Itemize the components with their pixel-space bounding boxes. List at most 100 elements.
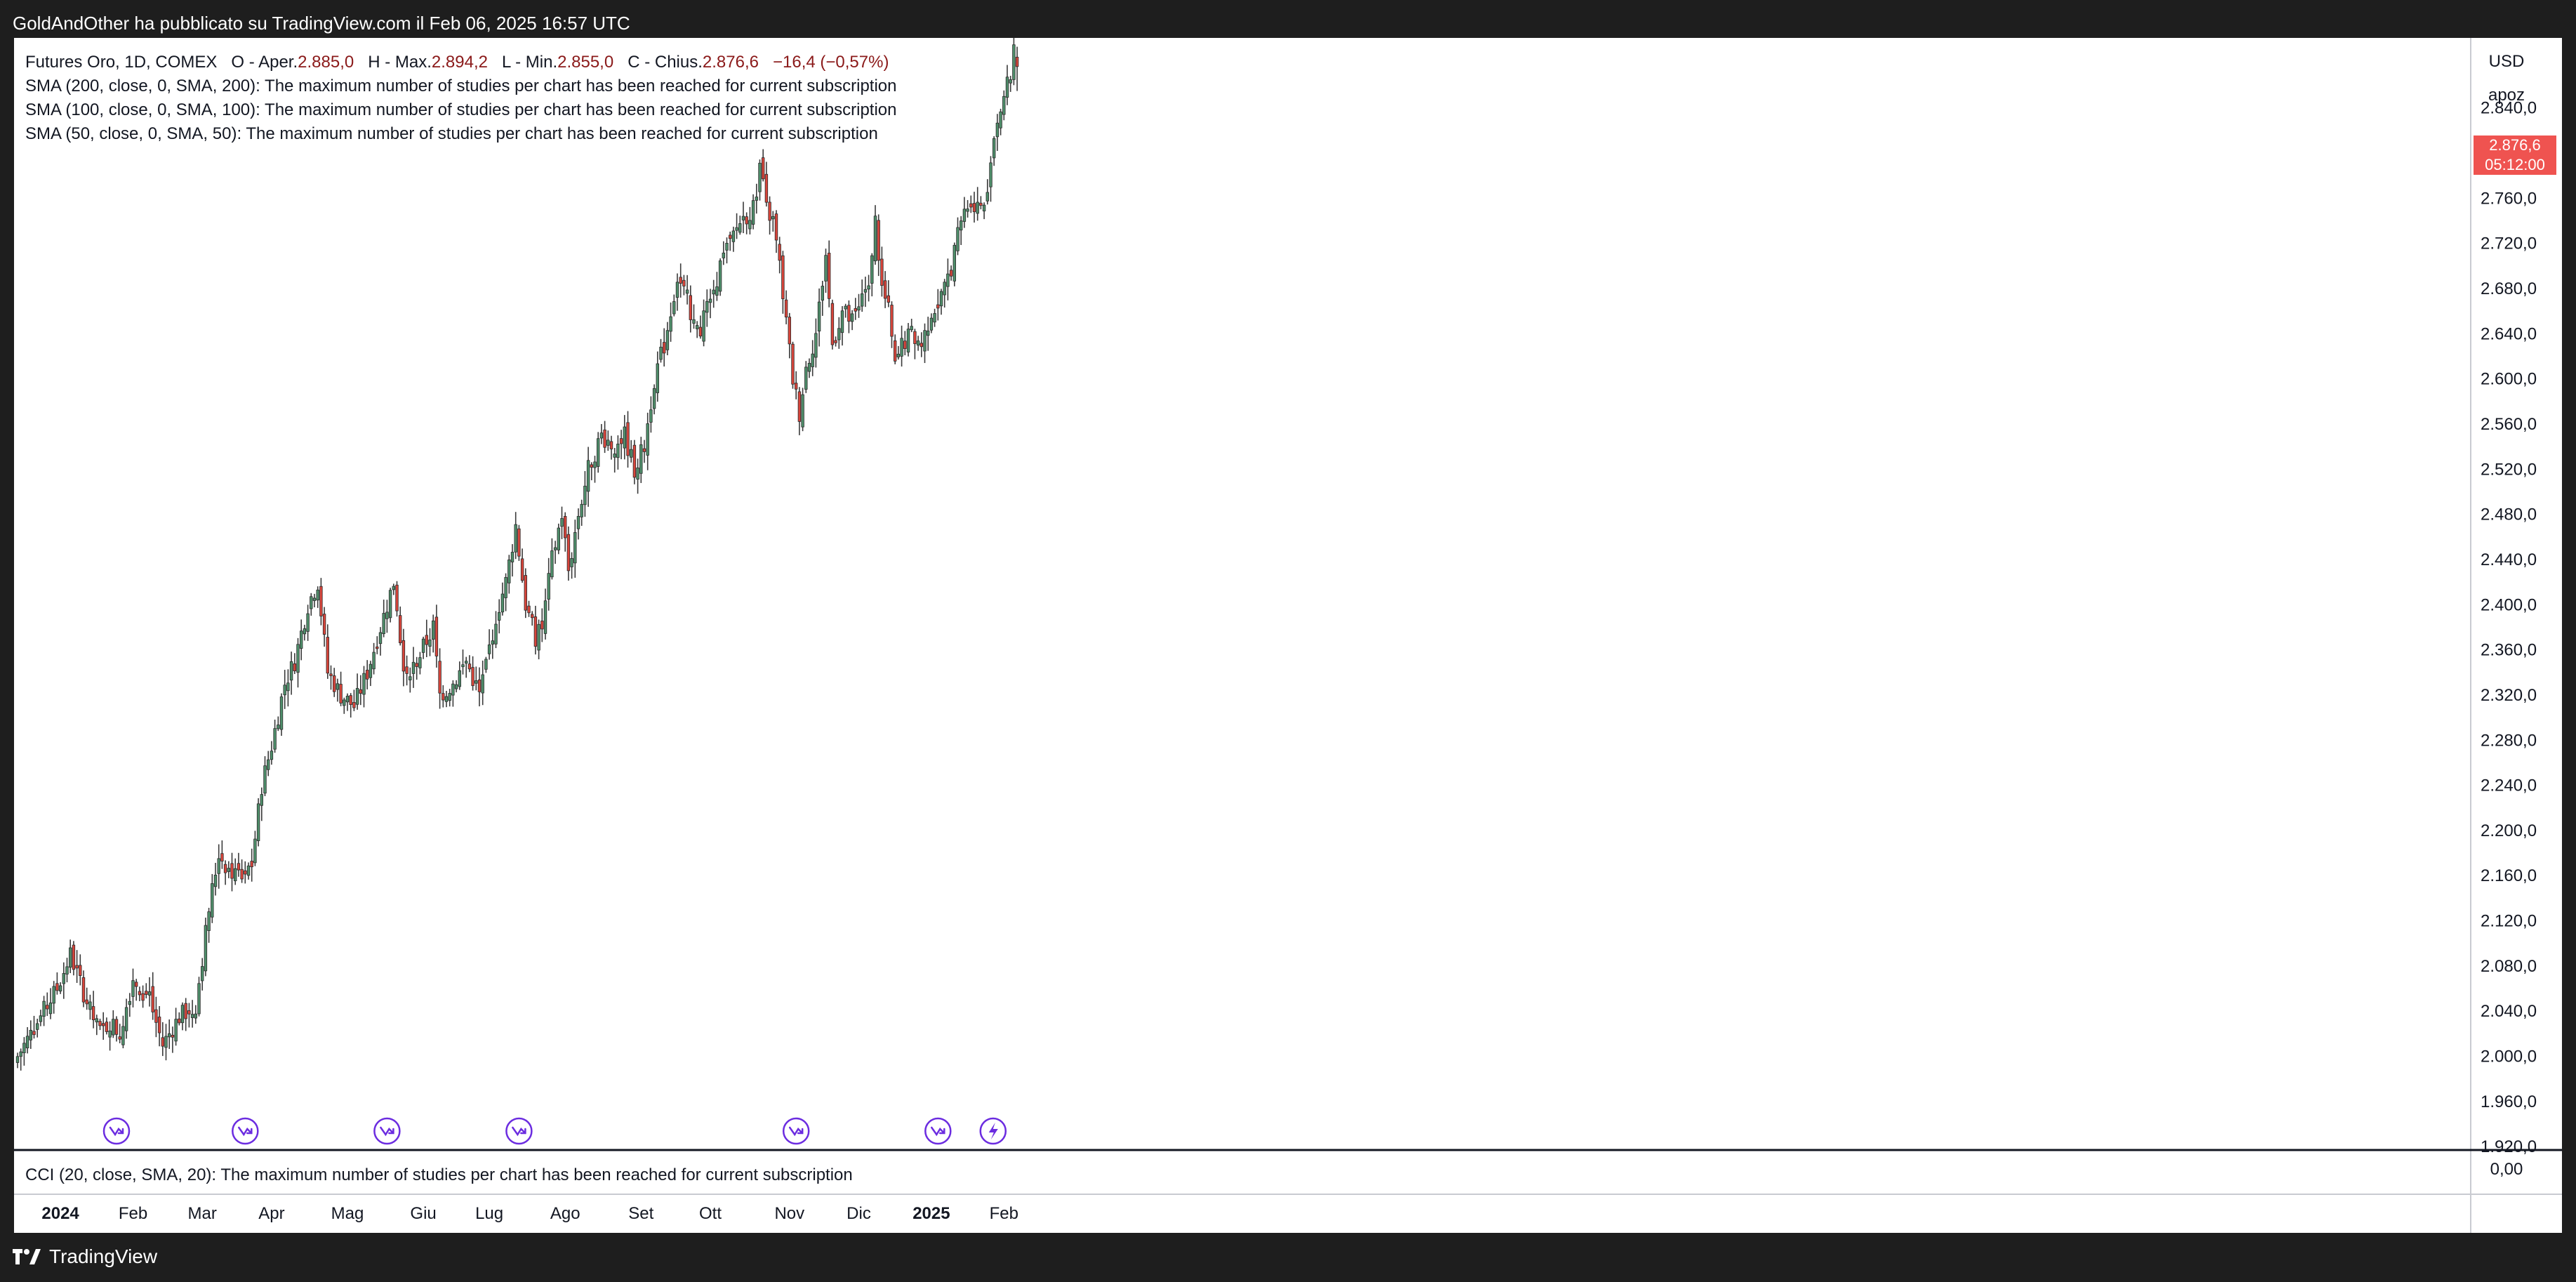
candle-body (867, 285, 870, 290)
candle-body (919, 343, 923, 348)
candle (1009, 75, 1012, 92)
candle-body (332, 675, 336, 692)
scale-mode-label[interactable]: apoz (2488, 86, 2525, 105)
candle-body (293, 663, 296, 671)
candle-body (507, 560, 511, 583)
candle (343, 697, 346, 714)
candle-body (85, 999, 88, 1005)
candle (81, 970, 86, 1007)
split-event-icon[interactable] (979, 1117, 1007, 1145)
candle-body (230, 863, 234, 879)
candle-body (72, 944, 76, 970)
time-tick-label: Ott (699, 1204, 722, 1223)
candle-body (171, 1035, 175, 1038)
candle-body (962, 209, 967, 222)
candle-body (15, 1056, 20, 1063)
candle-body (863, 289, 868, 293)
candle (507, 555, 511, 594)
candle (844, 303, 847, 318)
candle-body (636, 467, 639, 480)
candle-body (949, 270, 953, 277)
publish-header: GoldAndOther ha pubblicato su TradingVie… (0, 0, 2576, 38)
dividend-event-icon[interactable] (102, 1117, 131, 1145)
study-sma-50[interactable]: SMA (50, close, 0, SMA, 50): The maximum… (25, 124, 878, 143)
tradingview-brand[interactable]: TradingView (13, 1243, 157, 1271)
candle (310, 593, 313, 616)
candle-body (712, 289, 715, 295)
candle-body (880, 258, 884, 286)
candle-body (778, 244, 781, 261)
candle (550, 538, 554, 580)
candle-body (306, 613, 310, 632)
change-value: −16,4 (−0,57%) (773, 53, 889, 72)
candle (365, 660, 369, 689)
price-tick-label: 2.080,0 (2481, 957, 2537, 976)
study-sma-100[interactable]: SMA (100, close, 0, SMA, 100): The maxim… (25, 100, 897, 119)
candle (75, 950, 79, 983)
candle (718, 258, 722, 296)
candle (630, 440, 633, 463)
candle-body (461, 664, 465, 668)
dividend-event-icon[interactable] (924, 1117, 952, 1145)
candle-body (741, 216, 745, 220)
candle-body (524, 575, 527, 611)
cci-study-label[interactable]: CCI (20, close, SMA, 20): The maximum nu… (25, 1165, 853, 1184)
candle (1005, 65, 1009, 105)
candle (745, 212, 748, 234)
candle-body (448, 693, 451, 701)
candle-body (722, 252, 725, 258)
chart-frame (14, 38, 2562, 1233)
candle (646, 412, 649, 470)
candle-body (244, 870, 247, 875)
candle-body (877, 220, 880, 261)
candle-body (597, 438, 600, 467)
dividend-event-icon[interactable] (232, 1117, 259, 1145)
candle-body (557, 527, 560, 550)
candle (969, 195, 973, 213)
candle-body (844, 305, 847, 310)
candle-body (791, 343, 795, 385)
candle (286, 669, 290, 707)
candle-body (108, 1030, 112, 1038)
price-chart[interactable]: 1.920,0 1.960,0 2.000,0 2.040,0 2.080,0 2.120… (14, 38, 2562, 1233)
dividend-event-icon[interactable] (505, 1117, 533, 1145)
candle-body (256, 803, 260, 841)
study-sma-200[interactable]: SMA (200, close, 0, SMA, 200): The maxim… (25, 77, 897, 95)
candle (253, 831, 257, 866)
candle-body (883, 280, 887, 299)
candle (619, 430, 623, 460)
candle-body (220, 853, 224, 861)
candle (606, 430, 610, 451)
candle-body (438, 661, 441, 694)
time-tick-label: Nov (774, 1204, 804, 1223)
candle-body (517, 528, 521, 557)
price-tick-label: 2.480,0 (2481, 505, 2537, 524)
candle-body (873, 216, 877, 262)
candle-body (665, 330, 670, 350)
candle-body (250, 861, 253, 868)
candle-body (995, 122, 1000, 138)
candle-body (570, 558, 573, 567)
candle-body (29, 1029, 32, 1040)
candle (672, 294, 676, 317)
candle (679, 263, 682, 298)
dividend-event-icon[interactable] (782, 1117, 810, 1145)
candle (748, 206, 752, 234)
candle (537, 619, 540, 660)
dividend-event-icon[interactable] (373, 1117, 401, 1145)
candle (128, 993, 131, 1017)
candle-body (145, 991, 148, 995)
candle-body (200, 966, 204, 982)
candle (999, 108, 1002, 136)
candle (576, 508, 580, 540)
currency-label[interactable]: USD (2488, 52, 2525, 71)
candle-body (649, 409, 653, 423)
candle-body (39, 1015, 43, 1022)
candle (213, 863, 218, 896)
candle (758, 159, 762, 201)
candle-body (887, 295, 890, 303)
candle-body (263, 765, 267, 794)
candle (725, 237, 729, 264)
price-tick-label: 2.680,0 (2481, 279, 2537, 298)
candle-body (52, 986, 55, 1004)
